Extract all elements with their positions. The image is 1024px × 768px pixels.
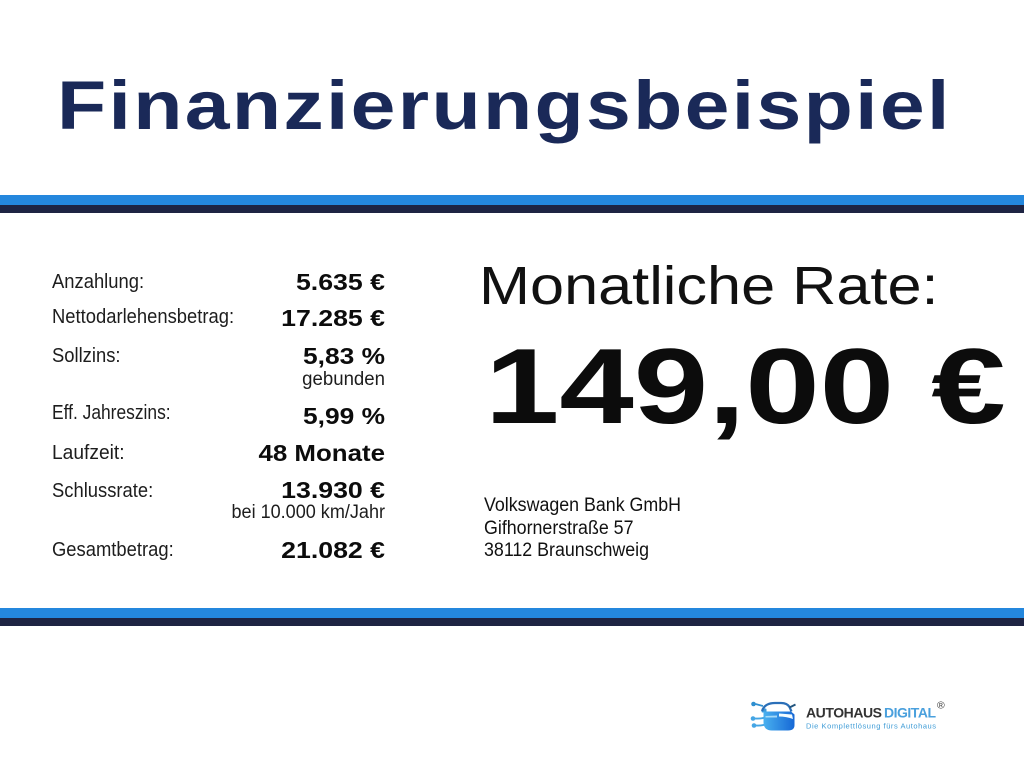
svg-text:AUTOHAUS: AUTOHAUS: [806, 705, 882, 721]
svg-text:Die Komplettlösung fürs Autoha: Die Komplettlösung fürs Autohaus: [806, 722, 936, 731]
svg-text:®: ®: [937, 700, 945, 712]
svg-text:DIGITAL: DIGITAL: [884, 705, 936, 721]
